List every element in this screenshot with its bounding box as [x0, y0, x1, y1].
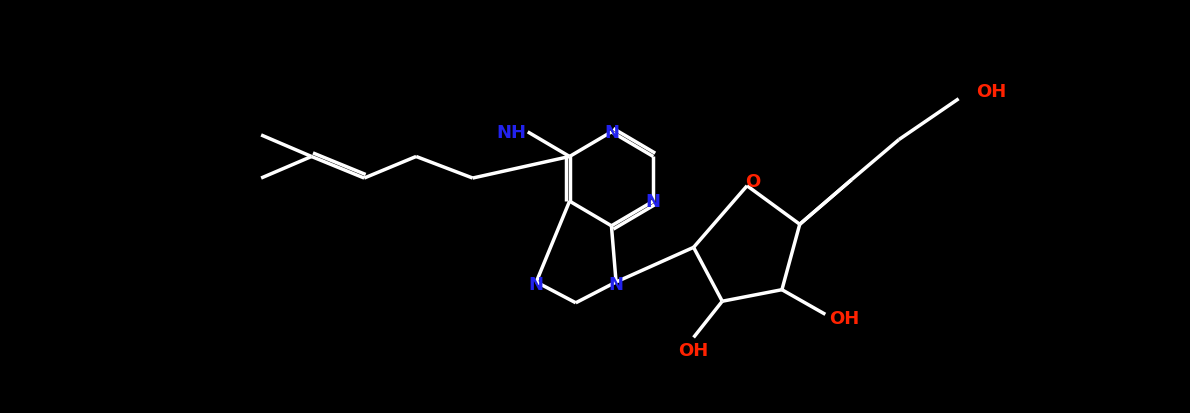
Text: O: O — [746, 173, 760, 191]
Text: N: N — [603, 123, 619, 142]
Text: N: N — [608, 275, 624, 293]
Text: NH: NH — [496, 123, 526, 142]
Text: OH: OH — [828, 309, 859, 328]
Text: OH: OH — [678, 341, 709, 359]
Text: N: N — [646, 193, 660, 211]
Text: N: N — [528, 275, 544, 293]
Text: OH: OH — [976, 83, 1006, 101]
